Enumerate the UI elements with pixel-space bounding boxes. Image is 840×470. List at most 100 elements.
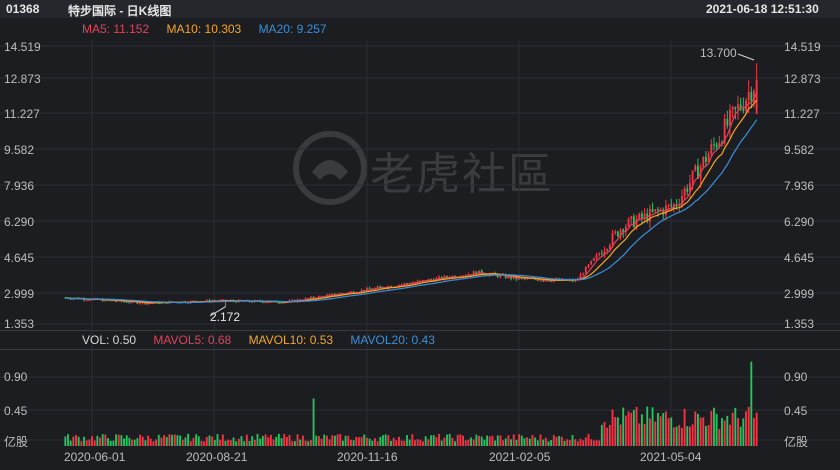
volume-bar [77, 436, 80, 446]
volume-bar [531, 435, 534, 446]
volume-bar [555, 436, 558, 446]
volume-bar [430, 435, 432, 446]
volume-bar [347, 435, 350, 446]
volume-bar [128, 437, 131, 446]
volume-bar [737, 417, 739, 446]
date-tick: 2021-05-04 [640, 450, 702, 464]
volume-bar [85, 440, 88, 446]
volume-bar [526, 437, 529, 446]
volume-bar [296, 434, 299, 446]
candle-body [536, 279, 539, 281]
candle-body [480, 270, 483, 275]
volume-bar [144, 440, 147, 446]
candle-body [419, 280, 422, 282]
volume-bar [203, 441, 206, 446]
volume-bar [253, 439, 256, 446]
volume-bar [440, 440, 443, 446]
candle-body [550, 280, 553, 282]
candle-body [403, 283, 406, 285]
volume-bar [432, 435, 435, 446]
volume-bar [467, 439, 470, 446]
volume-bar [416, 439, 419, 446]
volume-bar [729, 424, 731, 446]
candle-body [331, 293, 334, 295]
candle-body [705, 156, 707, 162]
volume-bar [171, 434, 174, 446]
volume-bar [616, 417, 619, 446]
candle-body [622, 229, 625, 232]
candle-body [611, 233, 614, 246]
volume-bar [464, 440, 467, 446]
volume-bar [400, 440, 403, 446]
candle-body [470, 274, 472, 276]
candle-body [464, 275, 467, 277]
volume-bar [702, 417, 705, 446]
volume-bar [325, 435, 328, 446]
price-tick: 1.353 [784, 317, 815, 331]
volume-bar [747, 406, 750, 446]
candle-body [592, 258, 595, 261]
volume-bar [363, 434, 366, 446]
volume-bar [670, 417, 673, 446]
candle-body [667, 204, 670, 206]
date-tick: 2020-08-21 [186, 450, 248, 464]
volume-bar [608, 424, 611, 446]
candle-body [267, 302, 270, 304]
volume-bar [710, 411, 713, 446]
volume-bar [721, 418, 723, 446]
mavol10-label: MAVOL10: 0.53 [248, 333, 334, 347]
volume-tick: 0.90 [4, 370, 28, 384]
volume-bar [718, 429, 721, 446]
volume-bar [552, 435, 555, 446]
volume-bar [488, 436, 491, 446]
candle-body [718, 142, 721, 148]
volume-bar [414, 440, 416, 446]
volume-bar [496, 435, 499, 446]
volume-bar [419, 439, 422, 446]
volume-bar [176, 435, 179, 446]
candle-body [707, 153, 710, 162]
volume-bar [632, 410, 635, 446]
candle-body [713, 144, 715, 146]
candle-body [582, 273, 585, 275]
date-tick: 2021-02-05 [489, 450, 551, 464]
volume-bar [189, 441, 192, 446]
price-tick: 11.227 [4, 107, 40, 121]
volume-bar [328, 439, 331, 446]
price-tick: 12.873 [4, 72, 41, 86]
candle-body [616, 231, 619, 237]
price-tick: 9.582 [784, 143, 815, 157]
volume-bar [368, 438, 371, 446]
volume-bar [611, 409, 614, 446]
volume-bar [451, 437, 454, 446]
volume-bar [387, 435, 390, 446]
candle-body [205, 299, 208, 302]
volume-bar [256, 433, 259, 446]
volume-bar [411, 434, 414, 446]
volume-bar [499, 435, 502, 446]
price-tick: 2.999 [784, 287, 815, 301]
panel-divider [0, 330, 840, 331]
volume-bar [534, 437, 537, 446]
volume-bar [723, 420, 726, 446]
tiger-logo-icon [293, 131, 367, 205]
ma20-label: MA20: 9.257 [258, 22, 327, 36]
candle-body [683, 188, 686, 197]
volume-bar [753, 418, 755, 446]
volume-bar [283, 434, 286, 446]
candle-body [109, 300, 112, 302]
volume-bar [662, 413, 665, 446]
candle-body [85, 300, 88, 302]
volume-bar [398, 436, 400, 446]
volume-bar [446, 434, 448, 446]
candle-body [630, 216, 633, 219]
volume-bar [261, 435, 264, 446]
volume-bar [88, 439, 91, 446]
candle-body [579, 274, 582, 279]
candle-body [742, 108, 745, 111]
volume-bar [438, 434, 440, 446]
candle-body [651, 209, 654, 212]
volume-bar [403, 440, 406, 446]
volume-bar [630, 412, 633, 446]
